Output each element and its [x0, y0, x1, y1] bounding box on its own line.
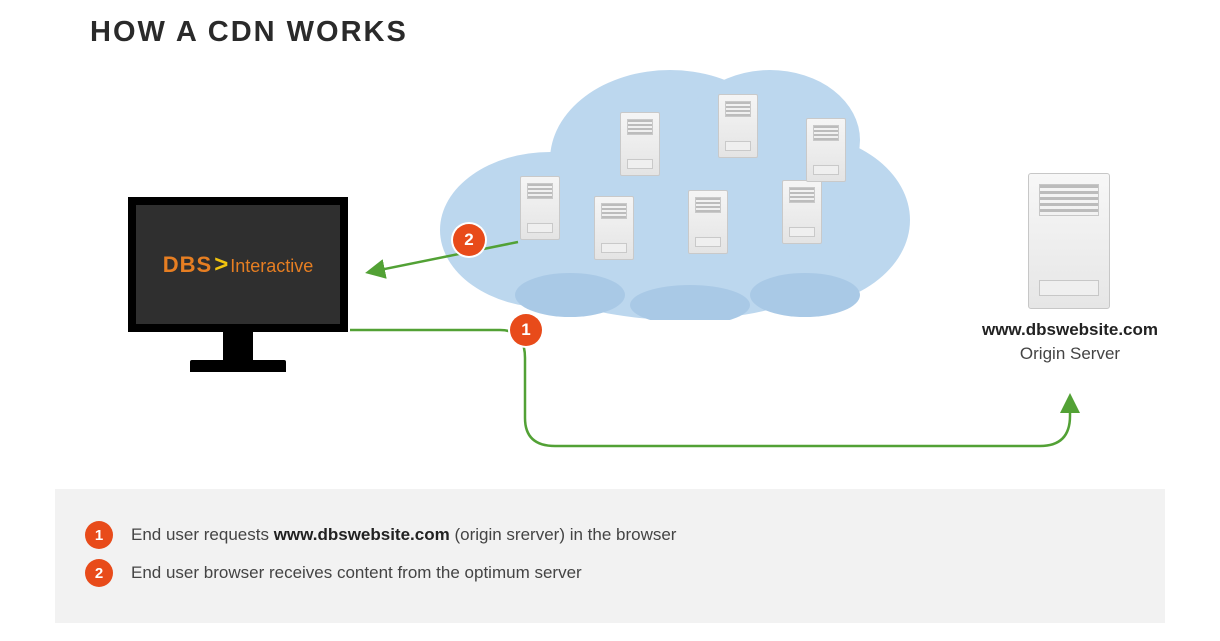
legend-text-2: End user browser receives content from t…: [131, 563, 582, 583]
cloud-shape-icon: [430, 60, 920, 320]
monitor-logo-part1: DBS: [163, 252, 212, 277]
cdn-server-6: [782, 180, 822, 244]
cdn-server-2: [594, 196, 634, 260]
legend-box: 1 End user requests www.dbswebsite.com (…: [55, 489, 1165, 623]
cdn-server-7: [806, 118, 846, 182]
origin-url: www.dbswebsite.com: [960, 320, 1180, 340]
cdn-server-3: [620, 112, 660, 176]
legend-text-1: End user requests www.dbswebsite.com (or…: [131, 525, 676, 545]
badge-1: 1: [510, 314, 542, 346]
monitor-stand-base: [190, 360, 286, 372]
cdn-server-4: [688, 190, 728, 254]
legend-badge-1: 1: [85, 521, 113, 549]
monitor-screen: DBS>Interactive: [128, 197, 348, 332]
legend-row-1: 1 End user requests www.dbswebsite.com (…: [85, 521, 1135, 549]
badge-2: 2: [453, 224, 485, 256]
legend-badge-2: 2: [85, 559, 113, 587]
origin-server-label: www.dbswebsite.com Origin Server: [960, 320, 1180, 364]
cdn-server-1: [520, 176, 560, 240]
legend-row-2: 2 End user browser receives content from…: [85, 559, 1135, 587]
end-user-monitor: DBS>Interactive: [128, 197, 348, 372]
page-title: HOW A CDN WORKS: [90, 16, 408, 49]
cdn-server-5: [718, 94, 758, 158]
monitor-logo-chevron-icon: >: [212, 251, 230, 278]
origin-server-icon: [1028, 173, 1110, 309]
monitor-stand-neck: [223, 332, 253, 360]
monitor-logo-part2: Interactive: [230, 256, 313, 276]
origin-subtitle: Origin Server: [960, 344, 1180, 364]
cdn-cloud: [430, 60, 920, 320]
